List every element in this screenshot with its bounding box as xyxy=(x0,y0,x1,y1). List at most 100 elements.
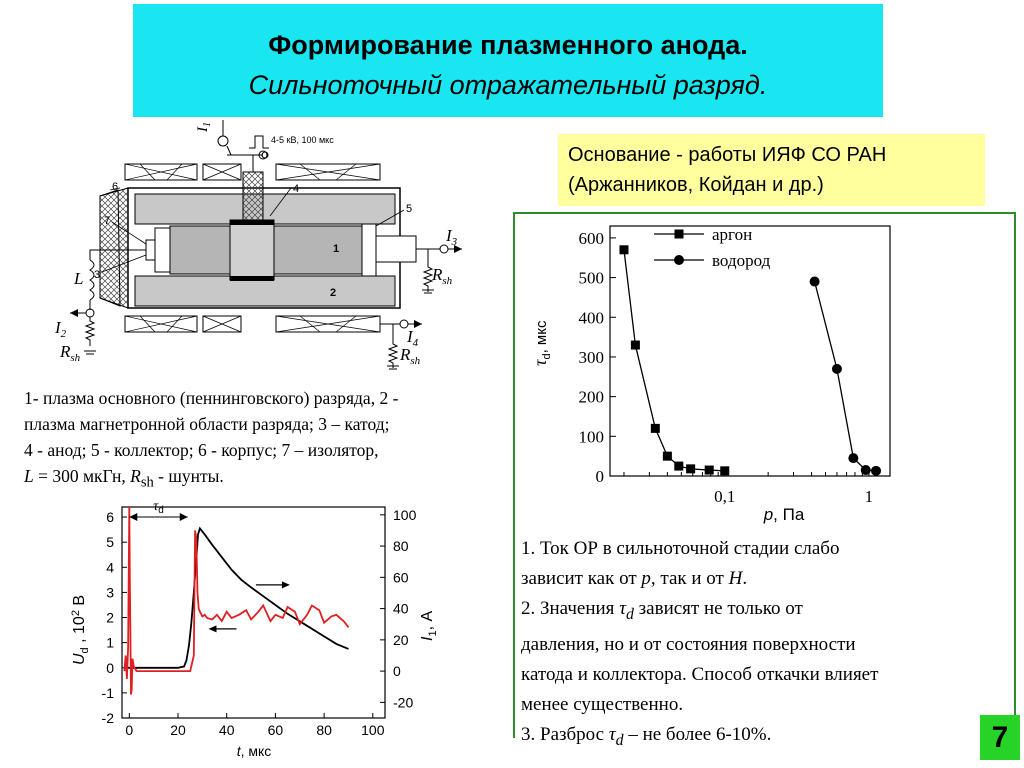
x-axis-label: t, мкс xyxy=(237,743,272,759)
anode-feedthrough xyxy=(242,171,264,221)
schematic-caption: 1- плазма основного (пеннинговского) раз… xyxy=(24,388,399,491)
left-y-tick-label: 3 xyxy=(106,584,114,600)
left-y-tick-label: 4 xyxy=(106,559,114,575)
collector xyxy=(361,223,377,277)
page-number-badge: 7 xyxy=(980,715,1020,760)
legend-marker xyxy=(674,229,684,239)
current-label-I2: I2 xyxy=(54,318,67,340)
part-number-7: 7 xyxy=(104,215,110,227)
data-point-circle xyxy=(860,465,871,476)
part-number-2: 2 xyxy=(330,287,336,299)
left-y-tick-label: -2 xyxy=(102,710,115,726)
x-tick-label: 80 xyxy=(316,722,332,738)
legend-marker xyxy=(674,255,684,265)
pulse-label: 4-5 кВ, 100 мкс xyxy=(271,135,334,145)
x-tick-label: 1 xyxy=(865,487,874,506)
part-number-4: 4 xyxy=(293,183,299,195)
series-line-1 xyxy=(813,281,877,472)
data-point-circle xyxy=(809,276,820,287)
y-tick-label: 100 xyxy=(579,427,605,446)
anode xyxy=(229,219,275,281)
tau-pressure-chart: 0 100 200 300 400 500 600 0,1 1 p, Па τd, мкс аргон… xyxy=(530,225,891,524)
data-point-square xyxy=(720,466,730,476)
x-tick-label: 0,1 xyxy=(714,487,735,506)
waveform-chart: -2 -1 0 1 2 3 4 5 6 -20 0 20 40 60 80 100 0 20 40 60 80 100 t,… xyxy=(70,499,439,759)
data-point-circle xyxy=(848,453,859,464)
axis-arrow-current-head xyxy=(208,625,217,633)
data-point-square xyxy=(674,461,684,471)
left-y-tick-label: 1 xyxy=(106,635,114,651)
tau-arrow-right xyxy=(179,513,188,521)
data-point-square xyxy=(630,340,640,350)
title-banner: Формирование плазменного анода. Сильното… xyxy=(133,4,883,117)
part-number-1: 1 xyxy=(333,243,339,255)
tau-annotation: τd xyxy=(153,499,164,516)
right-y-tick-label: 20 xyxy=(393,632,409,648)
axis-arrow-voltage-head xyxy=(281,581,290,589)
basis-line-2: (Аржанников, Койдан и др.) xyxy=(568,174,824,196)
shunt-label-collector: Rsh xyxy=(431,265,453,287)
x-tick-label: 40 xyxy=(219,722,235,738)
x-tick-label: 0 xyxy=(125,722,133,738)
plot-frame xyxy=(609,225,891,477)
data-point-square xyxy=(662,451,672,461)
data-point-circle xyxy=(871,465,882,476)
right-y-tick-label: 100 xyxy=(393,507,417,523)
inductor xyxy=(89,259,95,301)
x-axis-label: p, Па xyxy=(763,505,805,524)
left-y-axis-label: Ud , 102 В xyxy=(70,595,91,665)
right-y-tick-label: 80 xyxy=(393,538,409,554)
svg-text:I1: I1 xyxy=(195,122,213,133)
data-point-square xyxy=(686,464,696,474)
legend-label: водород xyxy=(712,251,771,270)
cathode xyxy=(154,227,171,273)
plot-frame xyxy=(121,506,386,719)
x-tick-label: 100 xyxy=(361,722,385,738)
findings-text: 1. Ток ОР в сильноточной стадии слабо за… xyxy=(521,538,879,749)
tau-arrow-left xyxy=(129,513,138,521)
waveform-series-1 xyxy=(123,506,350,695)
current-label-I3: I3 xyxy=(445,226,458,248)
solenoid-coils-bottom xyxy=(124,315,381,333)
inductor-label: L xyxy=(73,269,83,288)
slide-title: Формирование плазменного анода. xyxy=(268,30,748,60)
device-schematic: 4-5 кВ, 100 мкс I1 6 7 3 4 5 1 2 L I2 Rs… xyxy=(54,120,462,370)
left-y-tick-label: 0 xyxy=(106,660,114,676)
y-tick-label: 400 xyxy=(579,308,605,327)
right-y-tick-label: 0 xyxy=(393,663,401,679)
y-tick-label: 300 xyxy=(579,348,605,367)
left-y-tick-label: 2 xyxy=(106,610,114,626)
left-y-tick-label: -1 xyxy=(102,685,115,701)
shunt-label-housing: Rsh xyxy=(399,345,421,367)
left-y-tick-label: 5 xyxy=(106,534,114,550)
findings-frame xyxy=(513,212,1016,738)
data-point-circle xyxy=(831,363,842,374)
y-axis-label: τd, мкс xyxy=(530,320,553,366)
series-line-0 xyxy=(623,249,725,472)
part-number-3: 3 xyxy=(94,269,100,281)
waveform-series-0 xyxy=(124,526,349,669)
basis-note: Основание - работы ИЯФ СО РАН (Аржаннико… xyxy=(558,134,985,206)
housing xyxy=(99,187,401,309)
right-y-tick-label: -20 xyxy=(393,694,413,710)
part-number-6: 6 xyxy=(112,181,118,193)
y-tick-label: 600 xyxy=(579,229,605,248)
basis-line-1: Основание - работы ИЯФ СО РАН xyxy=(568,144,887,166)
y-tick-label: 500 xyxy=(579,269,605,288)
y-tick-label: 0 xyxy=(596,467,605,486)
x-tick-label: 60 xyxy=(268,722,284,738)
solenoid-coils-top xyxy=(124,163,381,181)
y-tick-label: 200 xyxy=(579,388,605,407)
data-point-square xyxy=(650,423,660,433)
left-y-tick-label: 6 xyxy=(106,509,114,525)
x-tick-label: 20 xyxy=(170,722,186,738)
right-y-tick-label: 40 xyxy=(393,601,409,617)
slide-subtitle: Сильноточный отражательный разряд. xyxy=(248,70,768,100)
shunt-label-left: Rsh xyxy=(59,342,81,364)
part-number-5: 5 xyxy=(406,203,412,215)
data-point-square xyxy=(619,245,629,255)
legend-label: аргон xyxy=(712,225,752,244)
current-label-I4: I4 xyxy=(406,327,419,349)
right-y-tick-label: 60 xyxy=(393,569,409,585)
data-point-square xyxy=(704,465,714,475)
